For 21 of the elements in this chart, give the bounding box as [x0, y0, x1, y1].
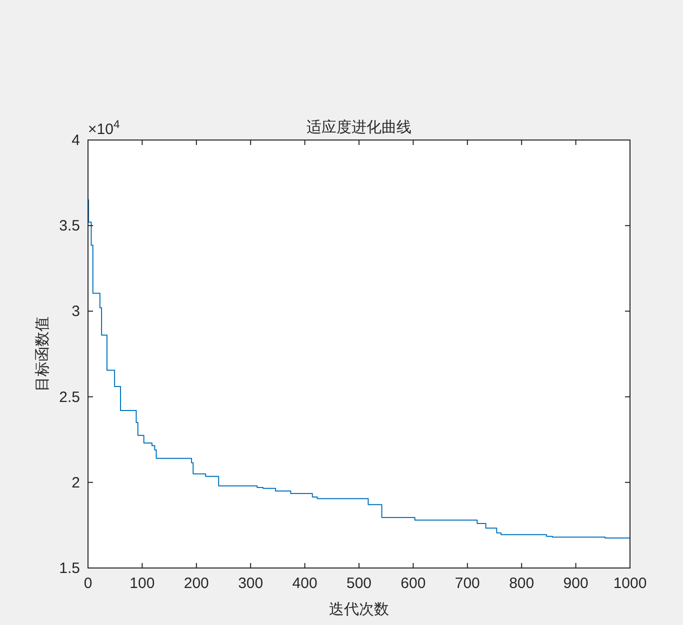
x-tick-label: 800 [509, 575, 534, 592]
y-axis-title: 目标函数值 [34, 316, 51, 392]
x-tick-label: 300 [238, 575, 264, 592]
x-tick-label: 100 [130, 575, 155, 592]
chart-title: 适应度进化曲线 [306, 119, 412, 136]
y-tick-label: 2.5 [59, 388, 80, 406]
x-tick-label: 600 [400, 575, 426, 592]
y-tick-label: 2 [72, 474, 80, 492]
x-tick-label: 1000 [613, 575, 647, 592]
x-tick-label: 400 [292, 575, 318, 592]
y-tick-label: 3.5 [59, 218, 80, 235]
x-axis-title: 迭代次数 [329, 601, 389, 618]
x-tick-label: 700 [454, 575, 480, 592]
x-tick-label: 900 [563, 575, 588, 592]
x-tick-label: 0 [84, 575, 92, 592]
x-tick-label: 500 [346, 575, 372, 592]
y-tick-label: 4 [72, 132, 80, 149]
y-tick-label: 1.5 [59, 560, 80, 577]
text: ×10$^{4}$ [88, 119, 120, 138]
y-tick-label: 3 [72, 303, 80, 320]
x-tick-label: 200 [184, 575, 209, 592]
